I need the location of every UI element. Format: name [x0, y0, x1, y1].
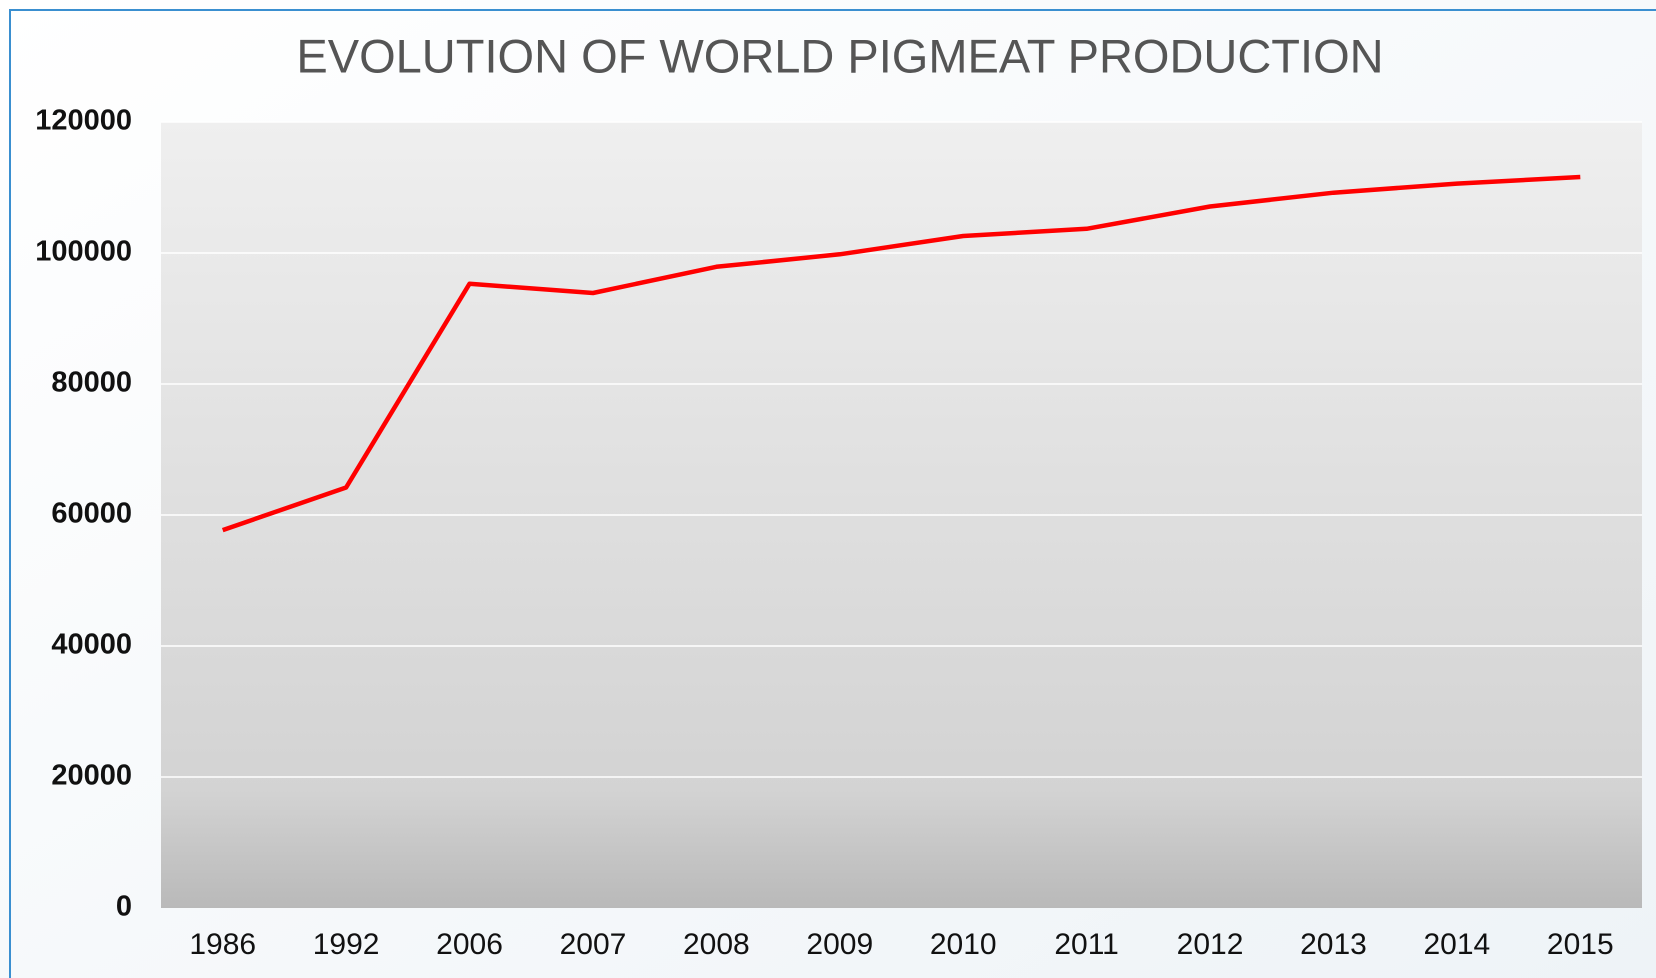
x-tick-label: 2008 [683, 928, 750, 961]
y-tick-label: 60000 [51, 498, 132, 530]
x-tick-label: 2011 [1054, 928, 1119, 961]
y-tick-label: 20000 [51, 760, 132, 792]
data-line [221, 174, 1581, 533]
x-tick-label: 2006 [436, 928, 503, 961]
x-tick-label: 1992 [313, 928, 380, 961]
x-tick-label: 2007 [560, 928, 627, 961]
frame [9, 9, 1656, 978]
x-tick-label: 2015 [1547, 928, 1614, 961]
y-tick-label: 120000 [35, 105, 132, 137]
x-tick-label: 2014 [1424, 928, 1491, 961]
x-tick-label: 1986 [189, 928, 256, 961]
y-tick-label: 40000 [51, 629, 132, 661]
chart-title: EVOLUTION OF WORLD PIGMEAT PRODUCTION [296, 29, 1383, 82]
x-tick-label: 2009 [806, 928, 873, 961]
y-tick-label: 100000 [35, 236, 132, 268]
y-tick-label: 80000 [51, 367, 132, 399]
x-tick-label: 2010 [930, 928, 997, 961]
y-tick-label: 0 [116, 891, 132, 923]
x-tick-label: 2013 [1300, 928, 1367, 961]
x-tick-label: 2012 [1177, 928, 1244, 961]
